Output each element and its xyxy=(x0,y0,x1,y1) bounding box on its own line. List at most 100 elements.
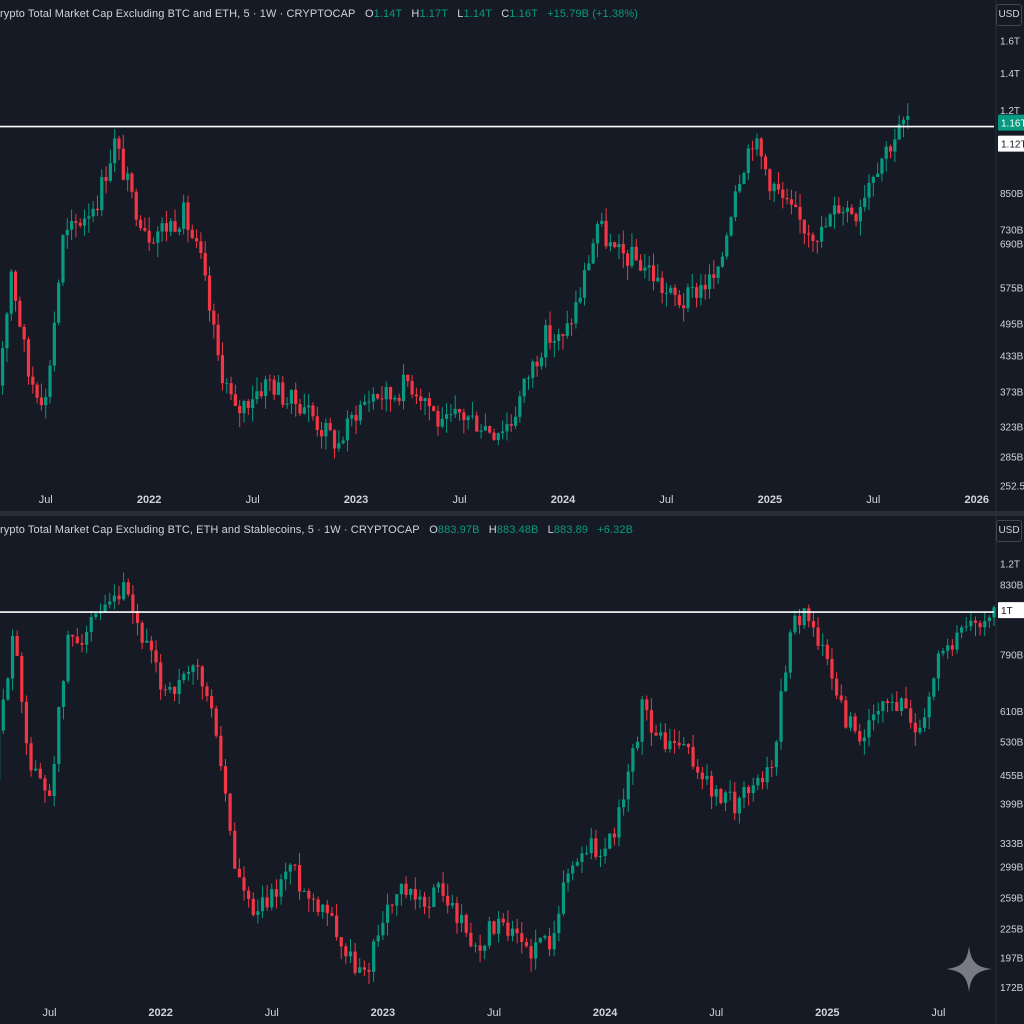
candle xyxy=(505,412,509,441)
y-tick-label: 1.6T xyxy=(1000,37,1020,48)
candle xyxy=(419,388,423,411)
candle xyxy=(432,884,436,908)
bottom-currency-button[interactable]: USD xyxy=(996,520,1022,542)
candle xyxy=(237,858,241,878)
candle xyxy=(441,871,445,902)
candle xyxy=(276,374,281,396)
candle xyxy=(173,209,177,233)
candle xyxy=(177,226,181,236)
candle xyxy=(446,884,450,914)
candle xyxy=(455,896,459,934)
candle xyxy=(631,743,635,785)
candle xyxy=(557,905,561,942)
candle xyxy=(978,620,982,636)
candle xyxy=(39,383,44,411)
candle xyxy=(288,863,292,885)
candle xyxy=(617,234,621,260)
candle xyxy=(147,217,151,251)
candle xyxy=(603,837,607,864)
candle xyxy=(251,892,255,917)
candles xyxy=(1,103,910,459)
candle xyxy=(492,428,496,441)
candle xyxy=(29,737,33,777)
top-high-value: 1.17T xyxy=(419,8,449,20)
candle xyxy=(793,610,797,635)
y-tick-label: 1.4T xyxy=(1000,69,1020,80)
top-chart-legend: rypto Total Market Cap Excluding BTC and… xyxy=(0,8,638,20)
candle xyxy=(941,647,945,657)
candle xyxy=(751,777,755,802)
candle xyxy=(844,695,848,729)
candle xyxy=(534,929,538,970)
candle xyxy=(466,415,470,430)
bottom-chart-panel[interactable]: 1.2T 830B 1T 790B 610B 530B 455B 399B 333B 299B 25… xyxy=(0,516,1024,1024)
candle xyxy=(828,212,832,228)
y-tick-label: 172B xyxy=(1000,983,1024,994)
candle xyxy=(756,774,760,791)
y-tick-label: 850B xyxy=(1000,189,1024,200)
candle xyxy=(501,420,505,440)
candle xyxy=(561,333,565,350)
candle xyxy=(427,392,431,421)
candle xyxy=(612,827,616,846)
candle xyxy=(397,393,401,406)
x-tick-label: Jul xyxy=(39,494,53,506)
candle xyxy=(691,734,695,770)
top-currency-button[interactable]: USD xyxy=(996,4,1022,26)
candle xyxy=(212,303,216,339)
candle xyxy=(506,910,510,941)
candle xyxy=(649,698,654,746)
y-tick-label: 373B xyxy=(1000,388,1024,399)
candle xyxy=(348,939,353,964)
candle xyxy=(483,413,487,432)
candle xyxy=(385,893,390,936)
candle xyxy=(547,928,552,957)
panel-divider[interactable] xyxy=(0,511,1024,517)
candle xyxy=(330,906,334,917)
candle xyxy=(395,894,399,916)
candle xyxy=(284,862,288,891)
candle xyxy=(526,375,531,390)
candle xyxy=(876,162,880,178)
candle xyxy=(117,585,121,605)
candle xyxy=(255,377,259,405)
candle xyxy=(169,218,173,237)
svg-text:1.12T: 1.12T xyxy=(1001,140,1024,151)
y-tick-label: 455B xyxy=(1000,771,1024,782)
candle xyxy=(635,736,640,751)
y-tick-label: 610B xyxy=(1000,707,1024,718)
candle xyxy=(552,920,556,957)
top-chart-panel[interactable]: 1.6T 1.4T 1.2T 850B 730B 690B 575B 495B 433B 373B… xyxy=(0,0,1024,512)
candle xyxy=(918,719,922,735)
candle xyxy=(251,385,255,422)
candle xyxy=(113,129,117,173)
candle xyxy=(738,174,742,194)
candle xyxy=(755,133,759,156)
candle xyxy=(464,913,468,937)
candle xyxy=(324,418,328,450)
candle xyxy=(272,375,276,401)
y-tick-label: 830B xyxy=(1000,580,1024,591)
candle xyxy=(414,387,419,404)
candle xyxy=(955,625,959,654)
candle xyxy=(640,696,644,755)
candle xyxy=(65,218,69,249)
candle xyxy=(781,182,785,209)
candle xyxy=(518,390,522,423)
candle xyxy=(242,866,246,901)
candle xyxy=(529,938,533,972)
bottom-candlestick-chart[interactable]: 1.2T 830B 1T 790B 610B 530B 455B 399B 333B 299B 25… xyxy=(0,516,1024,1024)
candle xyxy=(84,625,89,654)
candle xyxy=(608,233,612,252)
candle xyxy=(709,770,714,810)
top-candlestick-chart[interactable]: 1.6T 1.4T 1.2T 850B 730B 690B 575B 495B 433B 373B… xyxy=(0,0,1024,512)
candle xyxy=(285,397,289,409)
candle xyxy=(103,594,107,613)
candle xyxy=(837,197,841,215)
candle xyxy=(172,685,177,702)
y-tick-label: 730B xyxy=(1000,226,1024,237)
candle xyxy=(587,255,591,271)
candle xyxy=(839,684,843,704)
candle xyxy=(279,874,283,905)
candle xyxy=(220,342,225,391)
